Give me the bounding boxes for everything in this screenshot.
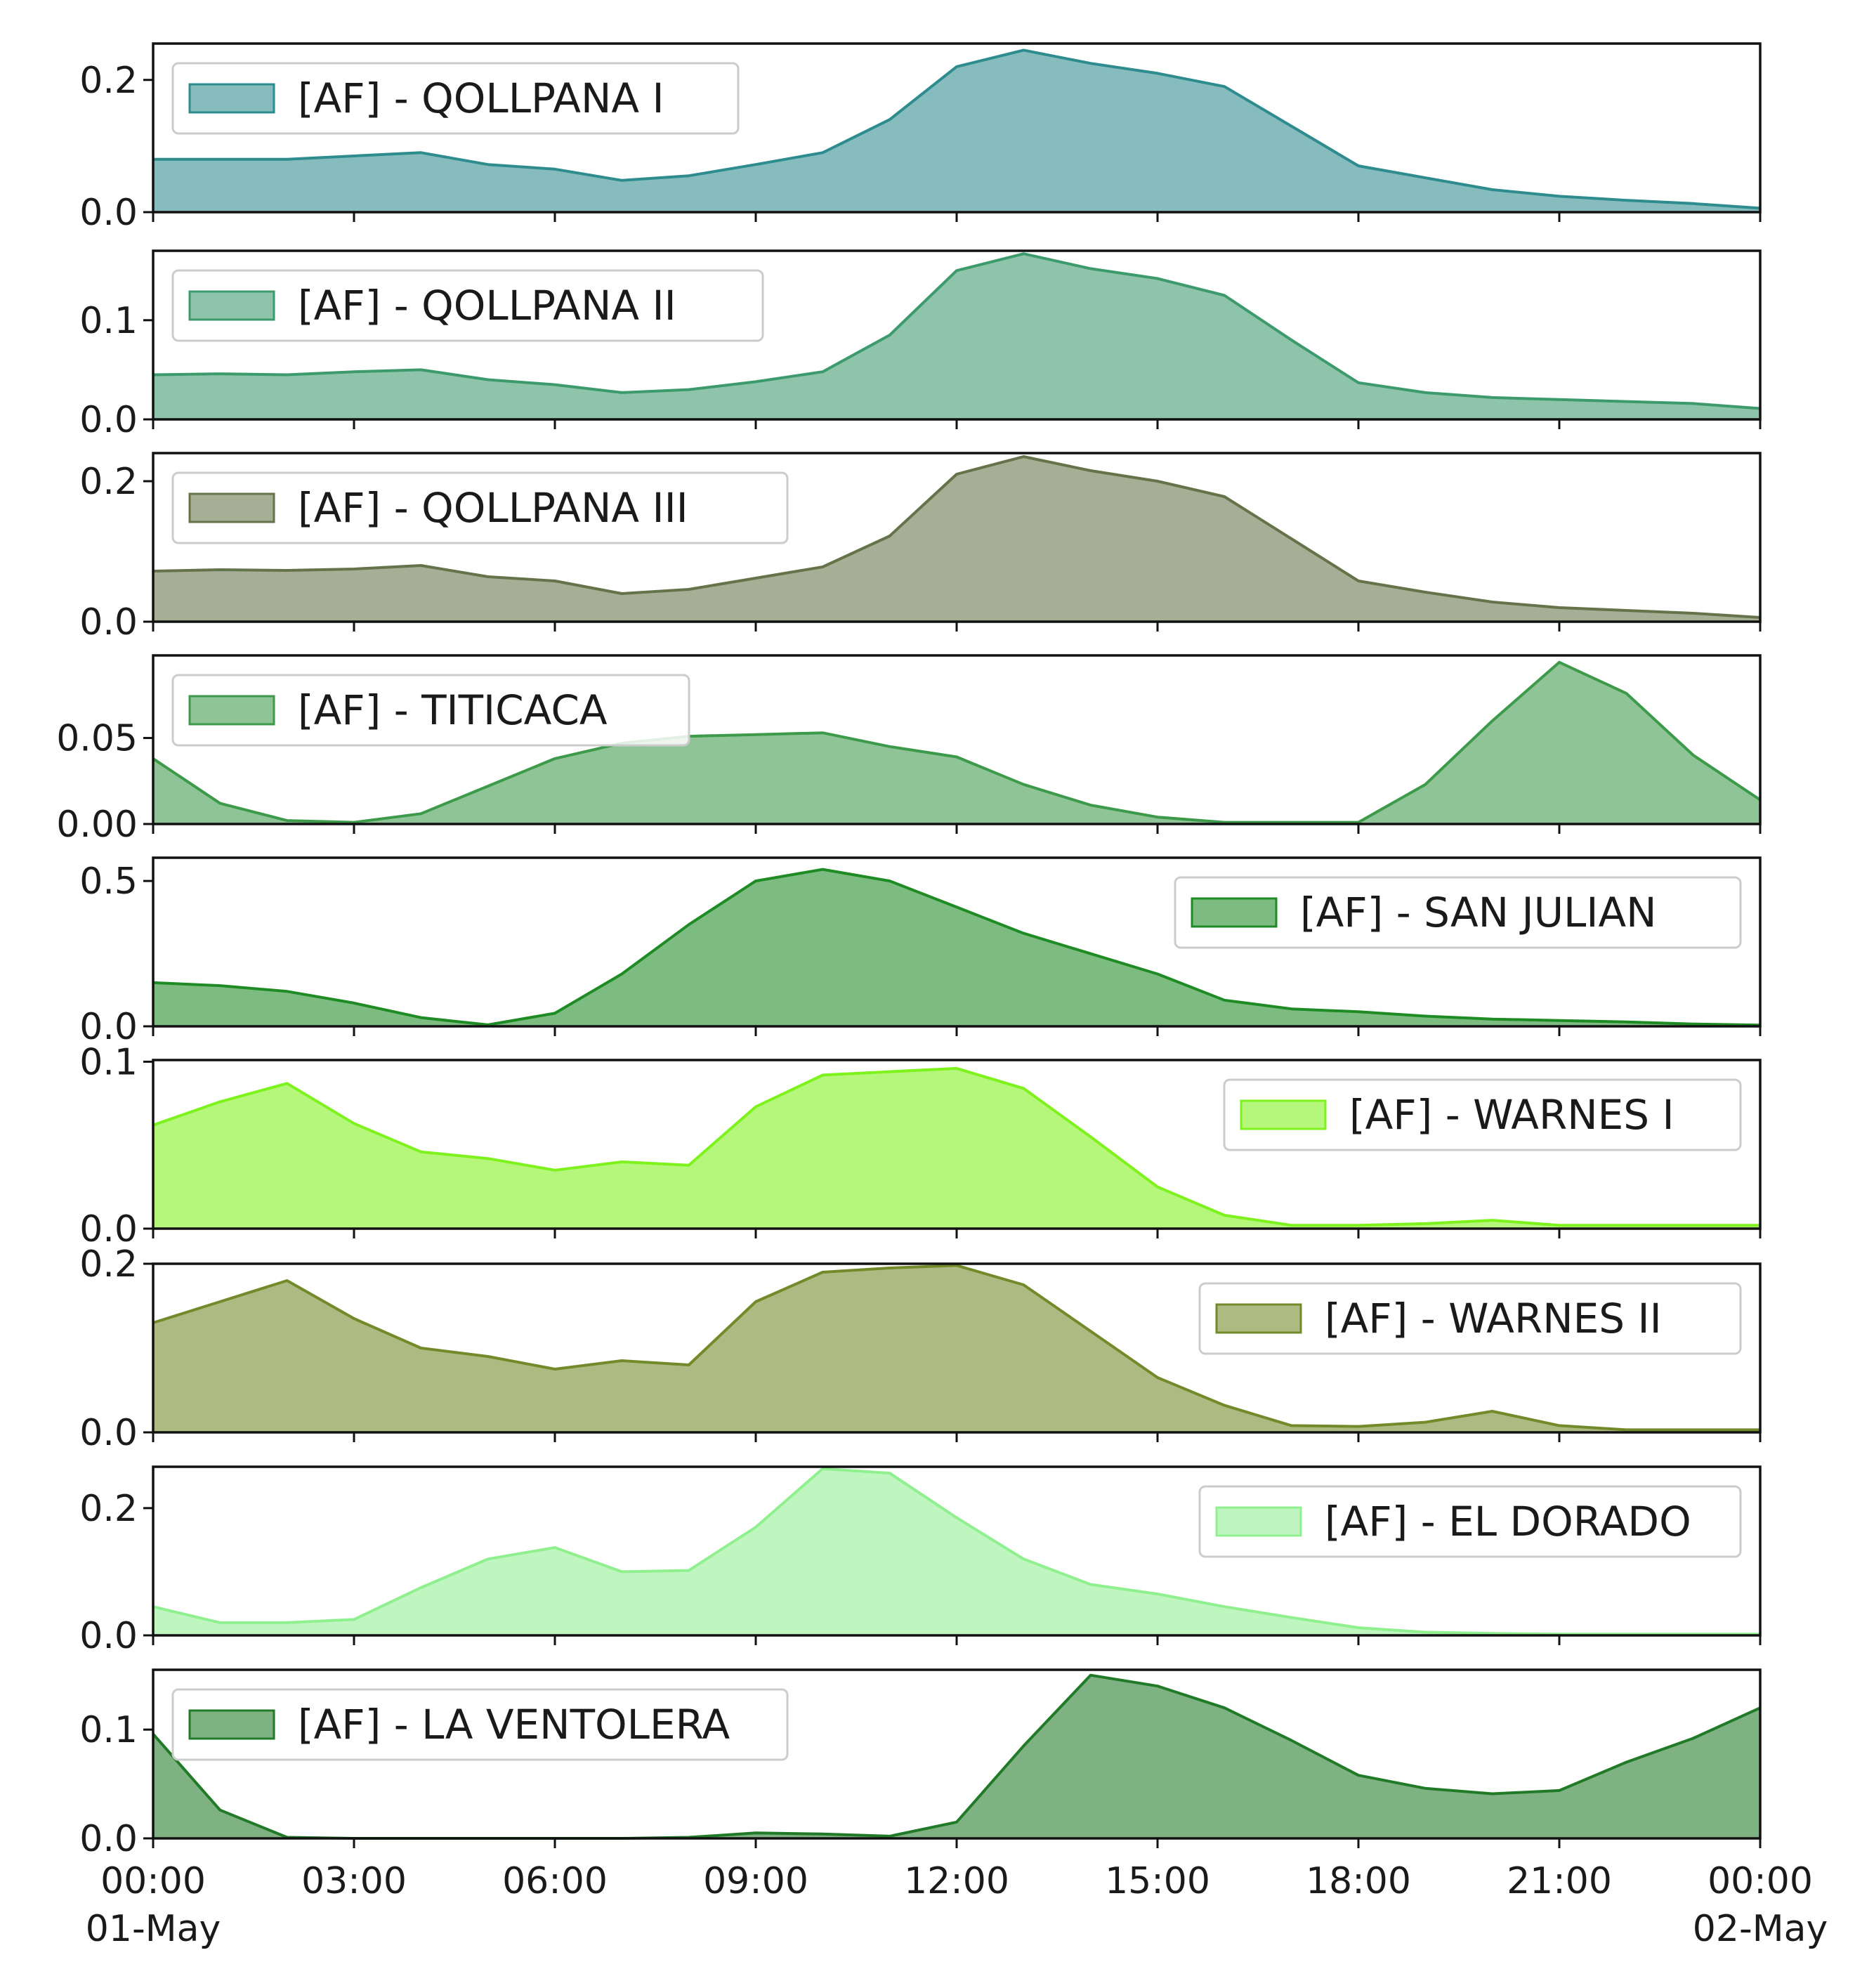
y-tick-label: 0.0 <box>79 1208 138 1250</box>
line-san-julian <box>152 868 1761 1027</box>
y-tick-label: 0.0 <box>79 601 138 643</box>
legend-la-ventolera: [AF] - LA VENTOLERA <box>171 1688 789 1761</box>
legend-qollpana-i: [AF] - QOLLPANA I <box>171 62 740 135</box>
y-tick-label: 0.05 <box>56 718 138 760</box>
line-warnes-ii <box>152 1264 1760 1432</box>
legend-box <box>1223 1078 1742 1151</box>
legend-titicaca: [AF] - TITICACA <box>171 674 690 747</box>
area-qollpana-ii <box>153 254 1760 419</box>
x-date-label: 01-May <box>86 1908 221 1950</box>
subplot-qollpana-ii: 0.0 0.1 [AF] - QOLLPANA II <box>79 249 1762 441</box>
legend-el-dorado: [AF] - EL DORADO <box>1198 1485 1742 1558</box>
legend-qollpana-ii: [AF] - QOLLPANA II <box>171 269 764 342</box>
area-titicaca <box>153 662 1760 824</box>
area-warnes-ii <box>153 1265 1760 1432</box>
area-la-ventolera <box>153 1675 1760 1838</box>
legend-box <box>171 269 764 342</box>
legend-swatch <box>1191 897 1278 928</box>
x-tick-label: 12:00 <box>904 1860 1009 1902</box>
subplot-titicaca: 0.00 0.05 [AF] - TITICACA <box>56 654 1762 846</box>
y-tick-label: 0.1 <box>79 1709 138 1751</box>
legend-swatch <box>188 695 275 726</box>
x-tick-label: 03:00 <box>301 1860 407 1902</box>
subplot-qollpana-iii: 0.0 0.2 [AF] - QOLLPANA III <box>79 452 1762 643</box>
x-tick-label: 00:00 <box>1707 1860 1813 1902</box>
x-tick-label: 00:00 <box>100 1860 206 1902</box>
legend-label: [AF] - QOLLPANA II <box>298 282 676 329</box>
subplot-warnes-i: 0.0 0.1 [AF] - WARNES I <box>79 1041 1762 1250</box>
line-warnes-i <box>152 1066 1760 1227</box>
subplot-warnes-ii: 0.0 0.2 [AF] - WARNES II <box>79 1243 1762 1454</box>
legend-warnes-ii: [AF] - WARNES II <box>1198 1282 1742 1355</box>
legend-label: [AF] - LA VENTOLERA <box>298 1701 730 1748</box>
y-tick-label: 0.2 <box>79 461 138 503</box>
area-qollpana-iii <box>153 457 1760 622</box>
line-titicaca <box>152 660 1762 824</box>
legend-box <box>171 62 740 135</box>
x-axis: 00:00 01-May 03:00 06:00 09:00 12:00 15:00 18:0… <box>86 1860 1828 1950</box>
y-tick-label: 0.5 <box>79 861 138 903</box>
legend-swatch <box>1240 1099 1327 1130</box>
y-tick-label: 0.0 <box>79 399 138 441</box>
line-qollpana-ii <box>152 252 1761 410</box>
legend-label: [AF] - WARNES II <box>1325 1295 1662 1342</box>
y-tick-label: 0.0 <box>79 192 138 234</box>
legend-swatch <box>188 1709 275 1740</box>
area-san-julian <box>153 869 1760 1026</box>
line-el-dorado <box>152 1467 1760 1636</box>
legend-label: [AF] - QOLLPANA III <box>298 484 688 532</box>
area-el-dorado <box>153 1468 1760 1635</box>
legend-warnes-i: [AF] - WARNES I <box>1223 1078 1742 1151</box>
subplot-san-julian: 0.0 0.5 [AF] - SAN JULIAN <box>79 856 1762 1048</box>
legend-box <box>1198 1282 1742 1355</box>
legend-box <box>171 674 690 747</box>
x-tick-label: 09:00 <box>703 1860 808 1902</box>
legend-label: [AF] - EL DORADO <box>1325 1498 1691 1545</box>
legend-label: [AF] - QOLLPANA I <box>298 74 664 122</box>
y-tick-label: 0.2 <box>79 1488 138 1530</box>
y-tick-label: 0.00 <box>56 804 138 846</box>
y-tick-label: 0.1 <box>79 1041 138 1083</box>
y-tick-label: 0.2 <box>79 1243 138 1286</box>
y-tick-label: 0.0 <box>79 1412 138 1454</box>
legend-swatch <box>188 492 275 523</box>
legend-box <box>171 1688 789 1761</box>
legend-box <box>171 471 789 544</box>
area-qollpana-i <box>153 50 1760 213</box>
legend-qollpana-iii: [AF] - QOLLPANA III <box>171 471 789 544</box>
subplots-group: 0.00.2 [AF] - QOLLPANA I0.00.1 [AF] - QOLL… <box>56 42 1762 1860</box>
line-qollpana-i <box>153 48 1761 210</box>
legend-label: [AF] - TITICACA <box>298 686 608 734</box>
x-tick-label: 18:00 <box>1306 1860 1411 1902</box>
subplot-la-ventolera: 0.0 0.1 [AF] - LA VENTOLERA <box>79 1668 1762 1860</box>
subplot-el-dorado: 0.0 0.2 [AF] - EL DORADO <box>79 1465 1762 1657</box>
x-tick-label: 15:00 <box>1105 1860 1210 1902</box>
y-tick-label: 0.1 <box>79 300 138 342</box>
legend-label: [AF] - SAN JULIAN <box>1300 889 1657 936</box>
area-warnes-i <box>153 1068 1760 1229</box>
legend-box <box>1198 1485 1742 1558</box>
legend-box <box>1174 876 1742 949</box>
legend-swatch <box>188 290 275 321</box>
line-qollpana-iii <box>152 455 1761 619</box>
x-date-label: 02-May <box>1693 1908 1828 1950</box>
y-tick-label: 0.0 <box>79 1006 138 1048</box>
legend-swatch <box>188 83 275 114</box>
legend-label: [AF] - WARNES I <box>1349 1091 1674 1139</box>
x-tick-label: 21:00 <box>1507 1860 1612 1902</box>
x-tick-label: 06:00 <box>502 1860 608 1902</box>
legend-swatch <box>1215 1506 1302 1537</box>
y-tick-label: 0.0 <box>79 1818 138 1860</box>
subplot-qollpana-i: 0.0 0.2 [AF] - QOLLPANA I <box>79 42 1762 234</box>
legend-swatch <box>1215 1303 1302 1334</box>
y-tick-label: 0.2 <box>79 60 138 102</box>
y-tick-label: 0.0 <box>79 1615 138 1657</box>
legend-san-julian: [AF] - SAN JULIAN <box>1174 876 1742 949</box>
